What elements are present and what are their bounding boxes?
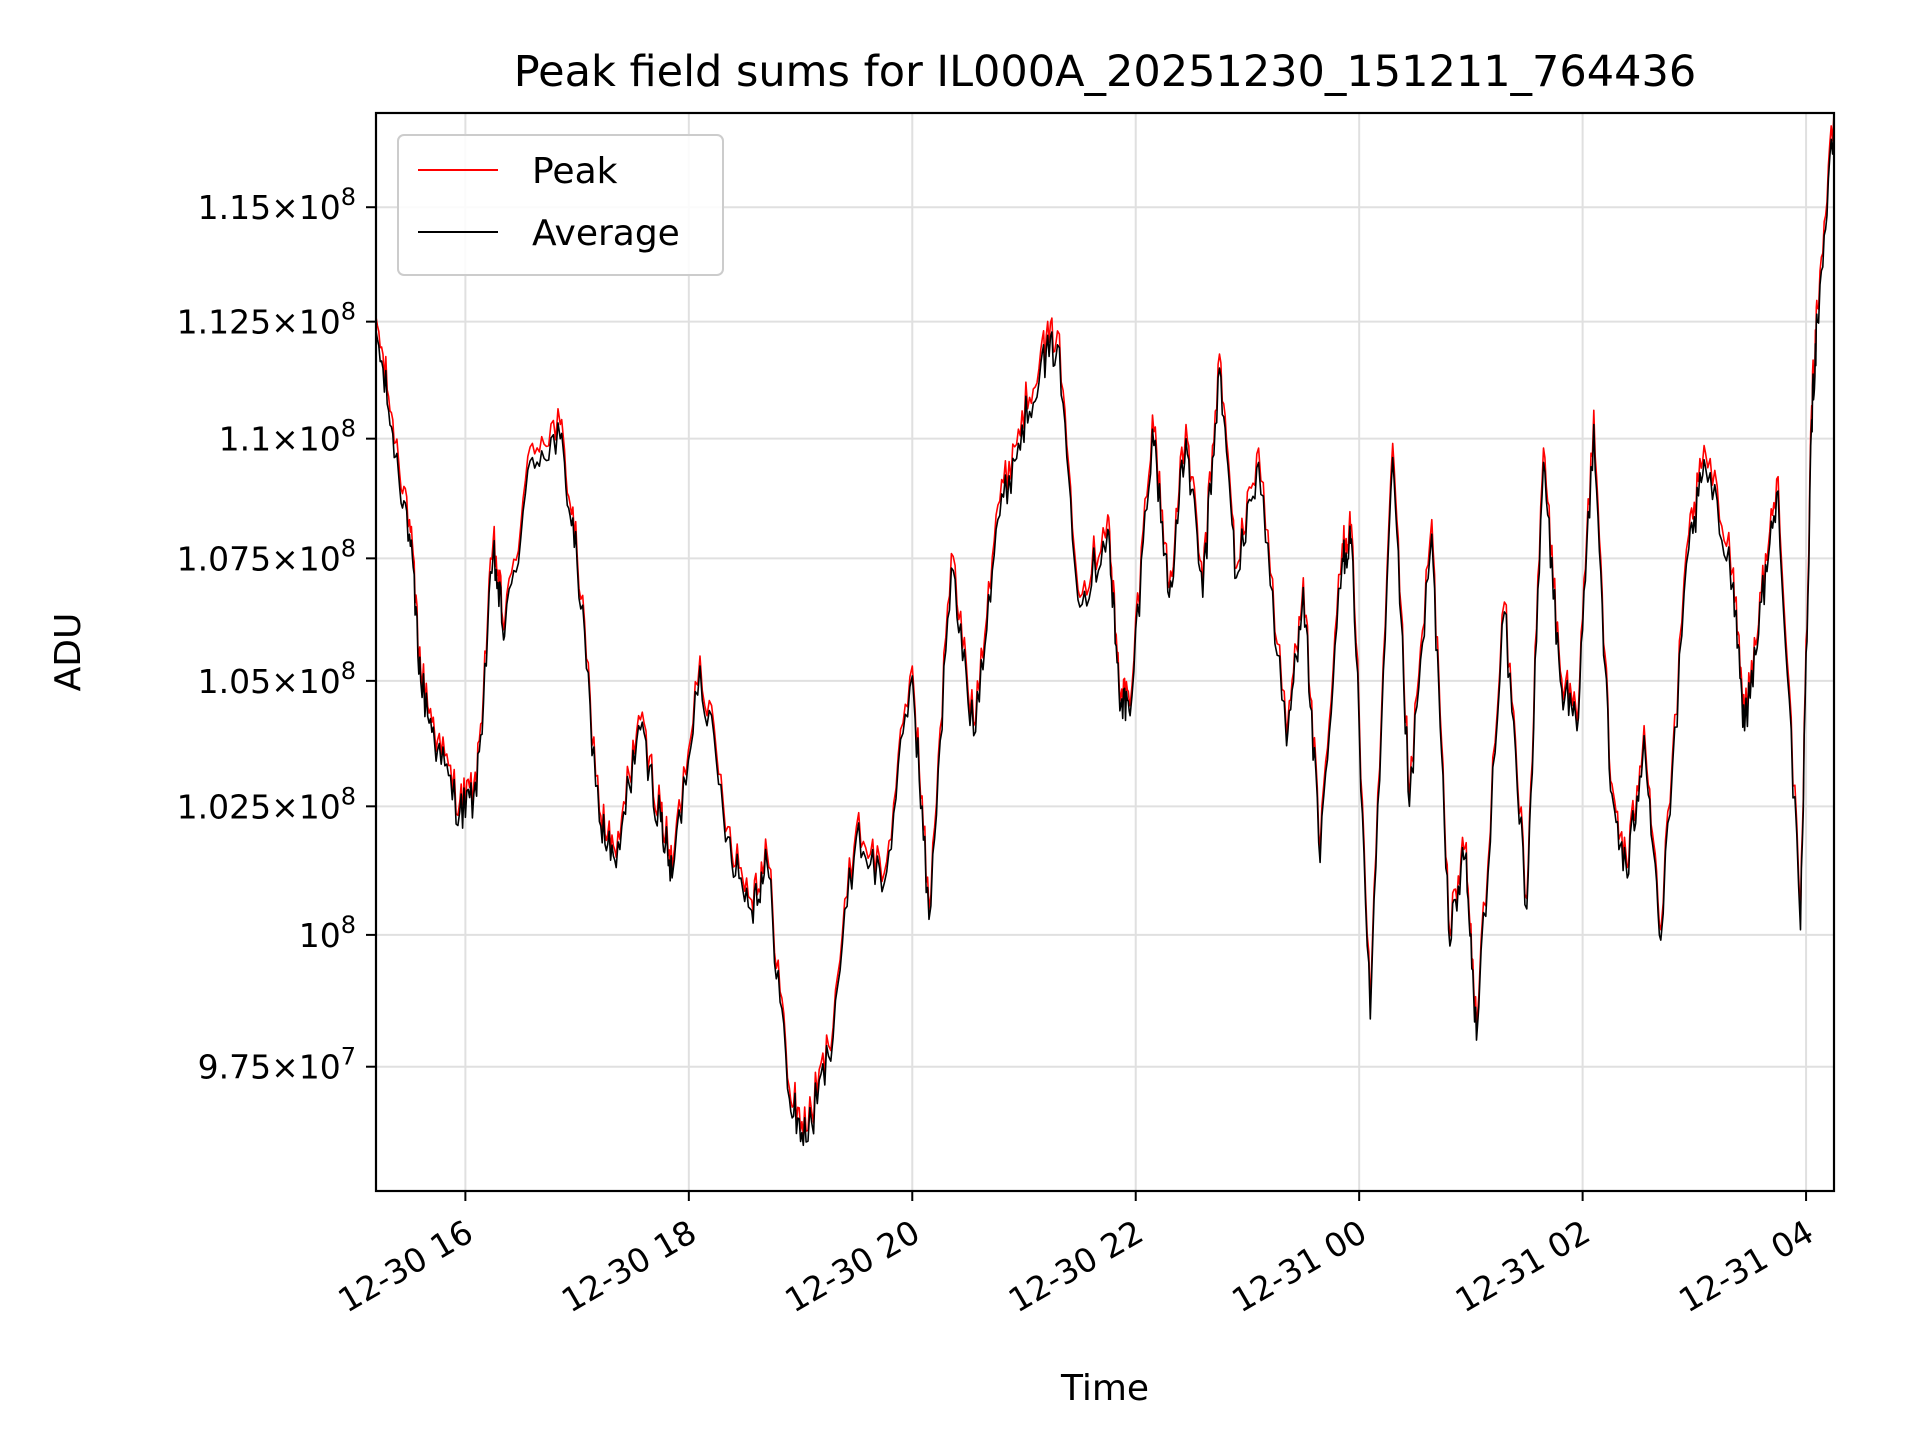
y-tick-exponent: 7: [341, 1043, 356, 1071]
x-axis-label: Time: [1060, 1368, 1149, 1409]
average-series-line: [376, 126, 1834, 1147]
legend-average-label: Average: [532, 213, 680, 254]
y-tick-label: 1.1×108: [219, 415, 356, 459]
y-tick-base: 10: [299, 916, 341, 955]
y-tick-base: 1.075×10: [177, 539, 341, 578]
y-tick-exponent: 8: [341, 183, 356, 211]
y-tick-exponent: 8: [341, 534, 356, 562]
y-tick-base: 9.75×10: [198, 1048, 341, 1087]
y-tick-label: 1.025×108: [177, 782, 356, 826]
y-tick-base: 1.05×10: [198, 662, 341, 701]
legend: Peak Average: [397, 134, 724, 276]
y-tick-label: 108: [299, 911, 356, 955]
y-tick-label: 1.125×108: [177, 298, 356, 342]
plot-frame: [374, 111, 1836, 1193]
y-tick-exponent: 8: [341, 657, 356, 685]
y-tick-label: 1.075×108: [177, 534, 356, 578]
y-tick-base: 1.025×10: [177, 787, 341, 826]
y-axis-label: ADU: [48, 613, 89, 692]
chart-title: Peak field sums for IL000A_20251230_1512…: [514, 47, 1696, 97]
y-tick-label: 1.15×108: [198, 183, 356, 227]
legend-peak-label: Peak: [532, 151, 618, 192]
y-tick-label: 9.75×107: [198, 1043, 356, 1087]
grid-lines: [376, 113, 1834, 1191]
y-axis-ticks: 9.75×1071081.025×1081.05×1081.075×1081.1…: [177, 183, 376, 1087]
y-tick-exponent: 8: [341, 415, 356, 443]
y-tick-exponent: 8: [341, 298, 356, 326]
y-tick-base: 1.15×10: [198, 188, 341, 227]
y-tick-label: 1.05×108: [198, 657, 356, 701]
y-tick-exponent: 8: [341, 911, 356, 939]
series-layer: [376, 113, 1834, 1147]
plot-area: [376, 113, 1834, 1147]
y-tick-exponent: 8: [341, 782, 356, 810]
y-tick-base: 1.1×10: [219, 420, 341, 459]
y-tick-base: 1.125×10: [177, 303, 341, 342]
